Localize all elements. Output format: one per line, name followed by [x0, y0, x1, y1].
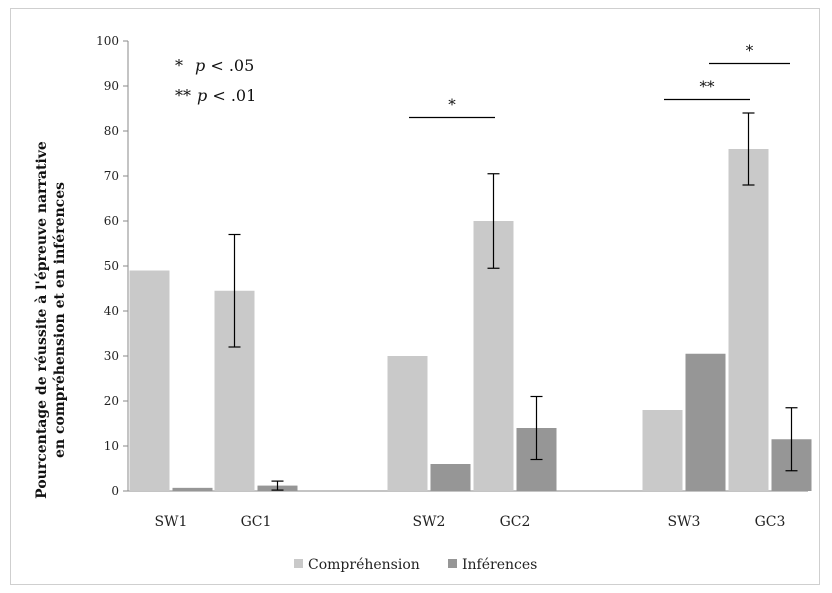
- legend: Compréhension Inférences: [294, 557, 537, 573]
- bar-comprehension-sw1: [129, 270, 170, 491]
- legend-swatch-comprehension: [294, 559, 303, 568]
- y-axis-label-line2: en compréhension et en inférences: [52, 182, 68, 458]
- bar-comprehension-sw3: [642, 410, 683, 491]
- y-tick-label: 90: [104, 79, 119, 93]
- error-bar-inferences-gc2: [530, 395, 543, 461]
- y-tick-label: 100: [96, 34, 119, 48]
- note-line2: ** p < .01: [175, 86, 256, 105]
- x-category-gc2: GC2: [500, 514, 531, 530]
- significance-bar-1: *: [409, 96, 495, 119]
- bar-inferences-sw3: [685, 353, 726, 491]
- significance-label-2: **: [700, 78, 716, 96]
- error-bar-inferences-gc1: [271, 480, 284, 491]
- error-bars: [228, 112, 798, 491]
- y-tick-label: 60: [104, 214, 119, 228]
- significance-markers: ****: [409, 42, 790, 119]
- y-tick-label: 80: [104, 124, 119, 138]
- y-tick-label: 0: [111, 484, 119, 498]
- y-axis-label-line1: Pourcentage de réussite à l'épreuve narr…: [34, 141, 50, 499]
- y-ticks: 0 10 20 30 40 50 60 70 80 90 100: [96, 34, 128, 498]
- x-categories: SW1 GC1 SW2 GC2 SW3 GC3: [155, 514, 786, 530]
- bar-inferences-sw1: [172, 487, 213, 491]
- y-tick-label: 20: [104, 394, 119, 408]
- y-tick-label: 10: [104, 439, 119, 453]
- bar-inferences-sw2: [430, 464, 471, 491]
- x-category-gc3: GC3: [755, 514, 786, 530]
- x-category-sw2: SW2: [413, 514, 446, 530]
- legend-swatch-inferences: [448, 559, 457, 568]
- legend-label-comprehension: Compréhension: [308, 557, 420, 573]
- error-bar-inferences-gc3: [785, 407, 798, 472]
- bar-comprehension-sw2: [387, 356, 428, 491]
- error-bar-comprehension-gc1: [228, 233, 241, 348]
- x-category-gc1: GC1: [241, 514, 272, 530]
- significance-label-3: *: [746, 42, 754, 60]
- x-category-sw1: SW1: [155, 514, 188, 530]
- y-tick-label: 40: [104, 304, 119, 318]
- significance-bar-2: **: [664, 78, 750, 101]
- error-bar-comprehension-gc3: [742, 112, 755, 186]
- note-line1: * p < .05: [175, 56, 254, 75]
- y-tick-label: 50: [104, 259, 119, 273]
- legend-label-inferences: Inférences: [462, 557, 537, 573]
- y-tick-label: 30: [104, 349, 119, 363]
- bar-comprehension-gc3: [728, 149, 769, 491]
- significance-bar-3: *: [709, 42, 790, 65]
- bars: [129, 149, 812, 491]
- significance-label-1: *: [448, 96, 456, 114]
- chart-frame: [10, 8, 820, 585]
- x-category-sw3: SW3: [668, 514, 701, 530]
- p-value-note: * p < .05 ** p < .01: [175, 56, 256, 105]
- error-bar-comprehension-gc2: [487, 173, 500, 269]
- y-tick-label: 70: [104, 169, 119, 183]
